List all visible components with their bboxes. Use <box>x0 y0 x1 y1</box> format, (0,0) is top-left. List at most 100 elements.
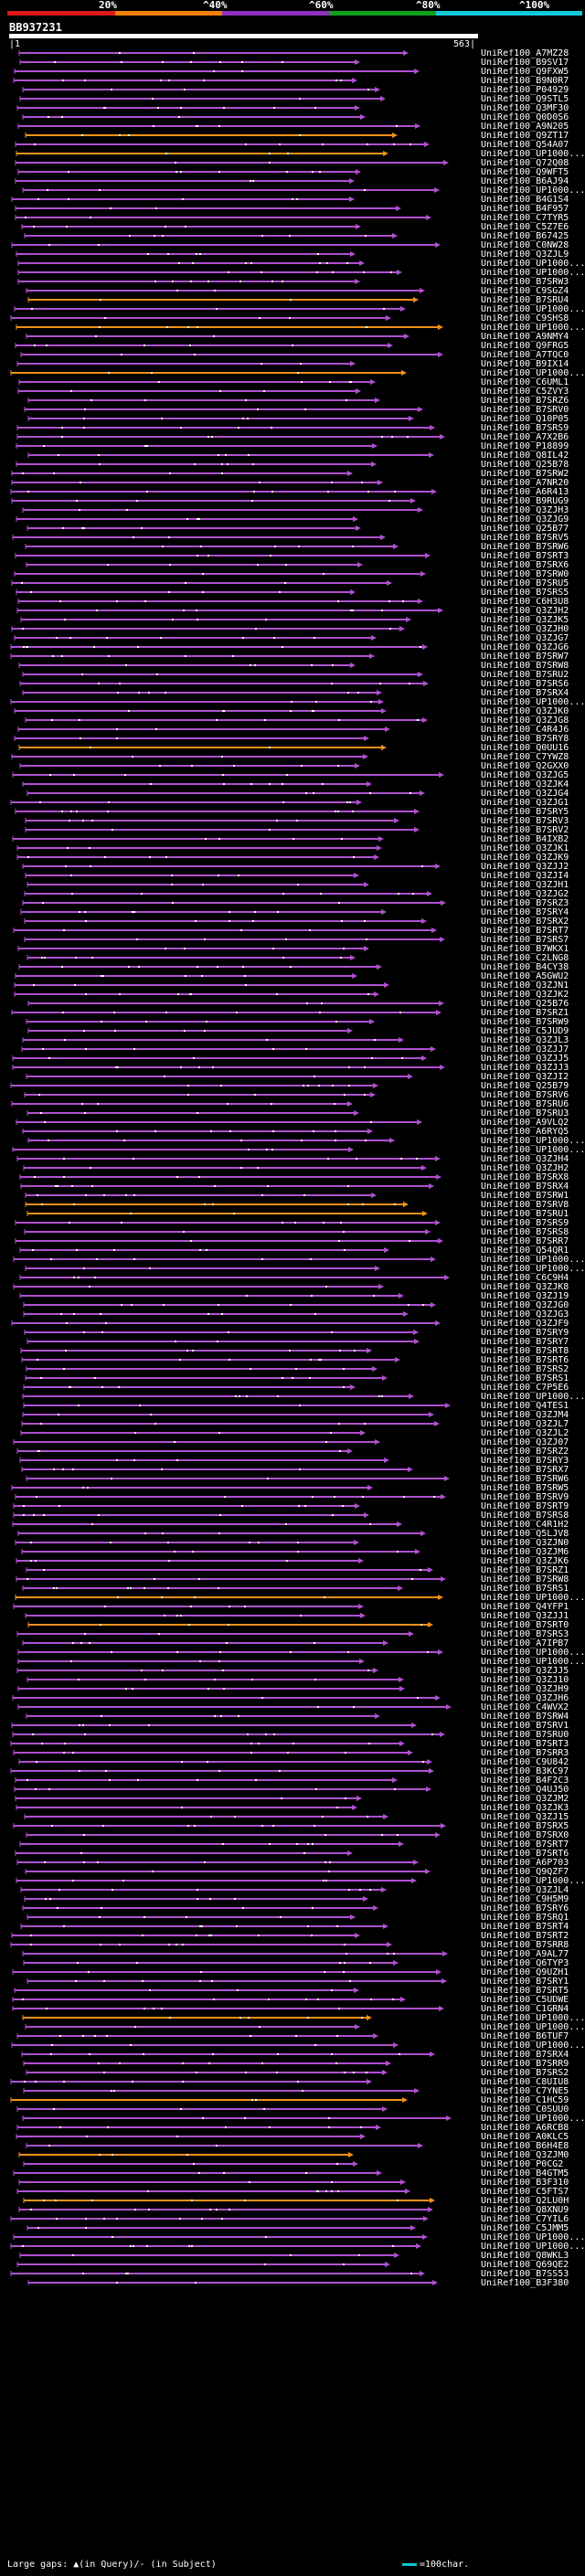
hit-label-link[interactable]: UniRef100_B7SRZ2 <box>481 1447 569 1457</box>
hit-label-link[interactable]: UniRef100_Q8WKL3 <box>481 2251 569 2261</box>
hit-label-link[interactable]: UniRef100_B7SRX4 <box>481 2050 569 2060</box>
hit-label-link[interactable]: UniRef100_Q3ZJF9 <box>481 1319 569 1329</box>
hit-label-link[interactable]: UniRef100_B7SRV8 <box>481 1200 569 1210</box>
hit-label-link[interactable]: UniRef100_Q9FRG5 <box>481 341 569 351</box>
hit-label-link[interactable]: UniRef100_C6UML1 <box>481 377 569 387</box>
hit-label-link[interactable]: UniRef100_A7MZ28 <box>481 49 569 58</box>
hit-label-link[interactable]: UniRef100_C5UDWE <box>481 1995 569 2005</box>
hit-label-link[interactable]: UniRef100_B7SRS7 <box>481 935 569 945</box>
hit-label-link[interactable]: UniRef100_Q2GXX0 <box>481 761 569 771</box>
hit-label-link[interactable]: UniRef100_B7SRU4 <box>481 295 569 305</box>
hit-label-link[interactable]: UniRef100_B6TUF7 <box>481 2031 569 2041</box>
hit-label-link[interactable]: UniRef100_Q25B78 <box>481 460 569 470</box>
hit-label-link[interactable]: UniRef100_C5FTS7 <box>481 2187 569 2197</box>
hit-label-link[interactable]: UniRef100_Q3ZJH0 <box>481 624 569 634</box>
hit-label-link[interactable]: UniRef100_UP1000... <box>481 2041 585 2051</box>
hit-label-link[interactable]: UniRef100_Q3ZJJ5 <box>481 1666 569 1676</box>
hit-label-link[interactable]: UniRef100_Q3ZJG9 <box>481 514 569 525</box>
hit-label-link[interactable]: UniRef100_B7SRS9 <box>481 423 569 433</box>
hit-label-link[interactable]: UniRef100_Q3ZJG8 <box>481 716 569 726</box>
hit-label-link[interactable]: UniRef100_Q8XNU9 <box>481 2205 569 2215</box>
hit-label-link[interactable]: UniRef100_P18899 <box>481 441 569 451</box>
hit-label-link[interactable]: UniRef100_Q0UU16 <box>481 743 569 753</box>
hit-label-link[interactable]: UniRef100_UP1000... <box>481 149 585 159</box>
hit-label-link[interactable]: UniRef100_Q4UJ50 <box>481 1785 569 1795</box>
hit-label-link[interactable]: UniRef100_Q54QR1 <box>481 1246 569 1256</box>
hit-label-link[interactable]: UniRef100_C1GRN4 <box>481 2004 569 2014</box>
hit-label-link[interactable]: UniRef100_B7SRR8 <box>481 1940 569 1950</box>
hit-label-link[interactable]: UniRef100_B7SRY9 <box>481 1328 569 1338</box>
hit-label-link[interactable]: UniRef100_Q4TES1 <box>481 1401 569 1411</box>
hit-label-link[interactable]: UniRef100_B7SRX2 <box>481 917 569 927</box>
hit-label-link[interactable]: UniRef100_Q3ZJN1 <box>481 981 569 991</box>
hit-label-link[interactable]: UniRef100_A9NMY4 <box>481 332 569 342</box>
hit-label-link[interactable]: UniRef100_B9SV17 <box>481 58 569 68</box>
hit-label-link[interactable]: UniRef100_B7SRU6 <box>481 1099 569 1109</box>
hit-label-link[interactable]: UniRef100_B7SRR3 <box>481 1748 569 1758</box>
hit-label-link[interactable]: UniRef100_B7SRZ3 <box>481 898 569 908</box>
hit-label-link[interactable]: UniRef100_Q9FXW5 <box>481 67 569 77</box>
hit-label-link[interactable]: UniRef100_UP1000... <box>481 1876 585 1886</box>
hit-label-link[interactable]: UniRef100_Q3ZJ19 <box>481 1291 569 1301</box>
hit-label-link[interactable]: UniRef100_B7SRT8 <box>481 1346 569 1356</box>
hit-label-link[interactable]: UniRef100_A6P703 <box>481 1858 569 1868</box>
hit-label-link[interactable]: UniRef100_Q6TYP3 <box>481 1958 569 1968</box>
hit-label-link[interactable]: UniRef100_C7YNE5 <box>481 2086 569 2096</box>
hit-label-link[interactable]: UniRef100_Q3ZJH4 <box>481 1154 569 1164</box>
hit-label-link[interactable]: UniRef100_Q3ZJK0 <box>481 706 569 716</box>
hit-label-link[interactable]: UniRef100_B7SRT2 <box>481 1931 569 1941</box>
hit-label-link[interactable]: UniRef100_B7SRU1 <box>481 1209 569 1219</box>
hit-label-link[interactable]: UniRef100_B9RUG9 <box>481 496 569 506</box>
hit-label-link[interactable]: UniRef100_Q3ZJK1 <box>481 843 569 853</box>
hit-label-link[interactable]: UniRef100_B7SRW0 <box>481 569 569 579</box>
hit-label-link[interactable]: UniRef100_C4R4J6 <box>481 725 569 735</box>
hit-label-link[interactable]: UniRef100_B7SRQ1 <box>481 1913 569 1923</box>
hit-label-link[interactable]: UniRef100_UP1000... <box>481 259 585 269</box>
hit-label-link[interactable]: UniRef100_B9IX14 <box>481 359 569 369</box>
hit-label-link[interactable]: UniRef100_UP1000... <box>481 1264 585 1274</box>
hit-label-link[interactable]: UniRef100_UP1000... <box>481 1255 585 1265</box>
hit-label-link[interactable]: UniRef100_UP1000... <box>481 2232 585 2242</box>
hit-label-link[interactable]: UniRef100_UP1000... <box>481 2013 585 2023</box>
hit-label-link[interactable]: UniRef100_Q3MF30 <box>481 103 569 113</box>
hit-label-link[interactable]: UniRef100_UP1000... <box>481 268 585 278</box>
hit-label-link[interactable]: UniRef100_UP1000... <box>481 1657 585 1667</box>
hit-label-link[interactable]: UniRef100_B9N0R7 <box>481 76 569 86</box>
hit-label-link[interactable]: UniRef100_B7SRV6 <box>481 1090 569 1100</box>
hit-label-link[interactable]: UniRef100_B7SRS9 <box>481 1218 569 1228</box>
hit-label-link[interactable]: UniRef100_Q25B76 <box>481 999 569 1009</box>
hit-label-link[interactable]: UniRef100_Q9STL5 <box>481 94 569 104</box>
hit-label-link[interactable]: UniRef100_Q3ZJG1 <box>481 798 569 808</box>
hit-label-link[interactable]: UniRef100_B7SRX7 <box>481 1465 569 1475</box>
hit-label-link[interactable]: UniRef100_UP1000... <box>481 1593 585 1603</box>
hit-label-link[interactable]: UniRef100_B7SRR7 <box>481 1236 569 1246</box>
hit-label-link[interactable]: UniRef100_UP1000... <box>481 323 585 333</box>
hit-label-link[interactable]: UniRef100_Q3ZJI2 <box>481 1072 569 1082</box>
hit-label-link[interactable]: UniRef100_Q9WFT5 <box>481 167 569 177</box>
hit-label-link[interactable]: UniRef100_B6H4E8 <box>481 2141 569 2151</box>
hit-label-link[interactable]: UniRef100_B7SRY5 <box>481 807 569 817</box>
hit-label-link[interactable]: UniRef100_Q25B79 <box>481 1081 569 1091</box>
hit-label-link[interactable]: UniRef100_B7SRX5 <box>481 1821 569 1831</box>
hit-label-link[interactable]: UniRef100_A7IPB7 <box>481 1638 569 1648</box>
hit-label-link[interactable]: UniRef100_Q3ZJG0 <box>481 1300 569 1310</box>
hit-label-link[interactable]: UniRef100_Q3ZJG4 <box>481 789 569 799</box>
hit-label-link[interactable]: UniRef100_Q3ZJH2 <box>481 1163 569 1173</box>
hit-label-link[interactable]: UniRef100_C9SGZ4 <box>481 286 569 296</box>
hit-label-link[interactable]: UniRef100_Q3ZJH1 <box>481 880 569 890</box>
hit-label-link[interactable]: UniRef100_B7SRX6 <box>481 560 569 570</box>
hit-label-link[interactable]: UniRef100_B7SRU3 <box>481 1108 569 1118</box>
hit-label-link[interactable]: UniRef100_A7NR20 <box>481 478 569 488</box>
hit-label-link[interactable]: UniRef100_A7X2B6 <box>481 432 569 442</box>
hit-label-link[interactable]: UniRef100_Q8IL42 <box>481 451 569 461</box>
hit-label-link[interactable]: UniRef100_Q9QZF7 <box>481 1867 569 1877</box>
hit-label-link[interactable]: UniRef100_B7SS53 <box>481 2269 569 2279</box>
hit-label-link[interactable]: UniRef100_B4GTM5 <box>481 2168 569 2178</box>
hit-label-link[interactable]: UniRef100_B7SRW9 <box>481 1017 569 1027</box>
hit-label-link[interactable]: UniRef100_Q3ZJK3 <box>481 1803 569 1813</box>
hit-label-link[interactable]: UniRef100_UP1000... <box>481 1648 585 1658</box>
hit-label-link[interactable]: UniRef100_Q4YFP1 <box>481 1602 569 1612</box>
hit-label-link[interactable]: UniRef100_Q3ZJL2 <box>481 1428 569 1438</box>
hit-label-link[interactable]: UniRef100_UP1000... <box>481 1392 585 1402</box>
hit-label-link[interactable]: UniRef100_B7SRS2 <box>481 2068 569 2078</box>
